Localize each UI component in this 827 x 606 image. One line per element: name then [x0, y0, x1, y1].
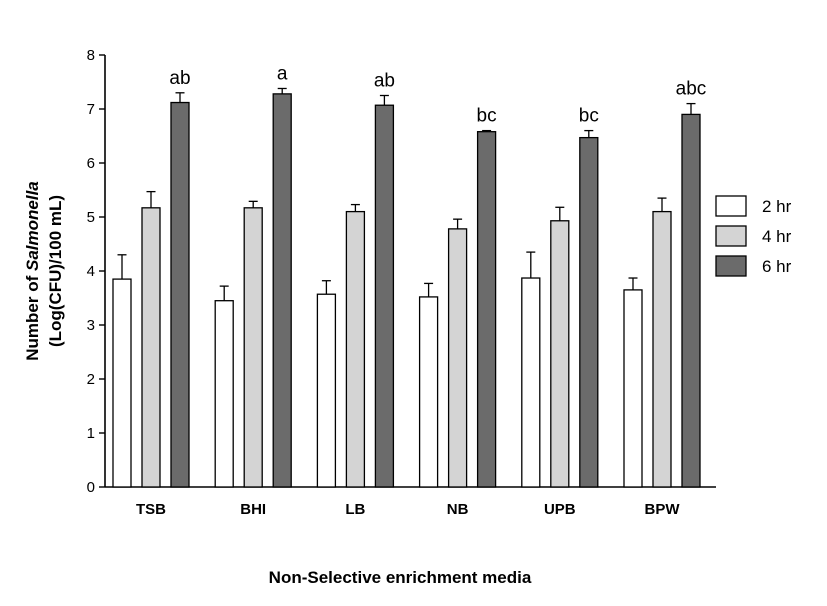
- annotation-UPB: bc: [579, 106, 599, 127]
- bar-UPB-4hr: [550, 220, 570, 488]
- annotation-BHI: a: [277, 63, 288, 84]
- category-label-BPW: BPW: [645, 501, 681, 518]
- bar-UPB-2hr: [521, 277, 541, 488]
- significance-annotations: ab a ab bc bc abc: [169, 63, 706, 126]
- annotation-NB: bc: [477, 106, 497, 127]
- y-tick-label: 3: [87, 317, 95, 334]
- legend-label: 4 hr: [762, 227, 792, 246]
- bar-TSB-4hr: [141, 207, 161, 488]
- category-label-BHI: BHI: [240, 501, 266, 518]
- y-tick-label: 2: [87, 371, 95, 388]
- legend-swatch-4hr: [715, 225, 747, 247]
- legend-swatch-6hr: [715, 255, 747, 277]
- category-label-NB: NB: [447, 501, 469, 518]
- bar-BPW-4hr: [652, 210, 672, 488]
- category-label-LB: LB: [345, 501, 365, 518]
- y-ticks: 0 1 2 3 4 5 6 7 8: [87, 47, 105, 496]
- legend: 2 hr 4 hr 6 hr: [715, 195, 792, 277]
- category-labels: TSB BHI LB NB UPB BPW: [136, 501, 680, 518]
- legend-swatch-2hr: [715, 195, 747, 217]
- bars: [112, 87, 701, 488]
- bar-TSB-2hr: [112, 278, 132, 488]
- category-label-TSB: TSB: [136, 501, 166, 518]
- bar-LB-2hr: [316, 293, 337, 488]
- category-label-UPB: UPB: [544, 501, 576, 518]
- bar-LB-6hr: [374, 104, 395, 488]
- bar-UPB-6hr: [579, 136, 599, 488]
- bar-TSB-6hr: [170, 101, 190, 488]
- legend-label: 6 hr: [762, 257, 792, 276]
- bar-BHI-4hr: [243, 207, 263, 488]
- y-tick-label: 4: [87, 263, 95, 280]
- y-tick-label: 1: [87, 425, 95, 442]
- y-tick-label: 7: [87, 101, 95, 118]
- bar-LB-4hr: [345, 210, 366, 488]
- bar-BHI-2hr: [214, 300, 234, 488]
- bar-BPW-2hr: [623, 289, 643, 488]
- bar-BPW-6hr: [681, 113, 701, 488]
- y-tick-label: 0: [87, 479, 95, 496]
- bar-BHI-6hr: [272, 93, 292, 488]
- y-axis-title-line2: (Log(CFU)/100 mL): [46, 195, 65, 347]
- y-tick-label: 6: [87, 155, 95, 172]
- y-tick-label: 5: [87, 209, 95, 226]
- x-axis-title: Non-Selective enrichment media: [269, 568, 532, 587]
- axes: 0 1 2 3 4 5 6 7 8: [87, 47, 716, 496]
- annotation-LB: ab: [374, 71, 395, 92]
- y-tick-label: 8: [87, 47, 95, 64]
- annotation-BPW: abc: [676, 79, 707, 100]
- bar-NB-6hr: [476, 131, 497, 488]
- legend-label: 2 hr: [762, 197, 792, 216]
- annotation-TSB: ab: [169, 68, 190, 89]
- bar-NB-4hr: [447, 228, 468, 488]
- y-axis-title: Number of Salmonella: [23, 181, 42, 361]
- bar-NB-2hr: [418, 296, 439, 488]
